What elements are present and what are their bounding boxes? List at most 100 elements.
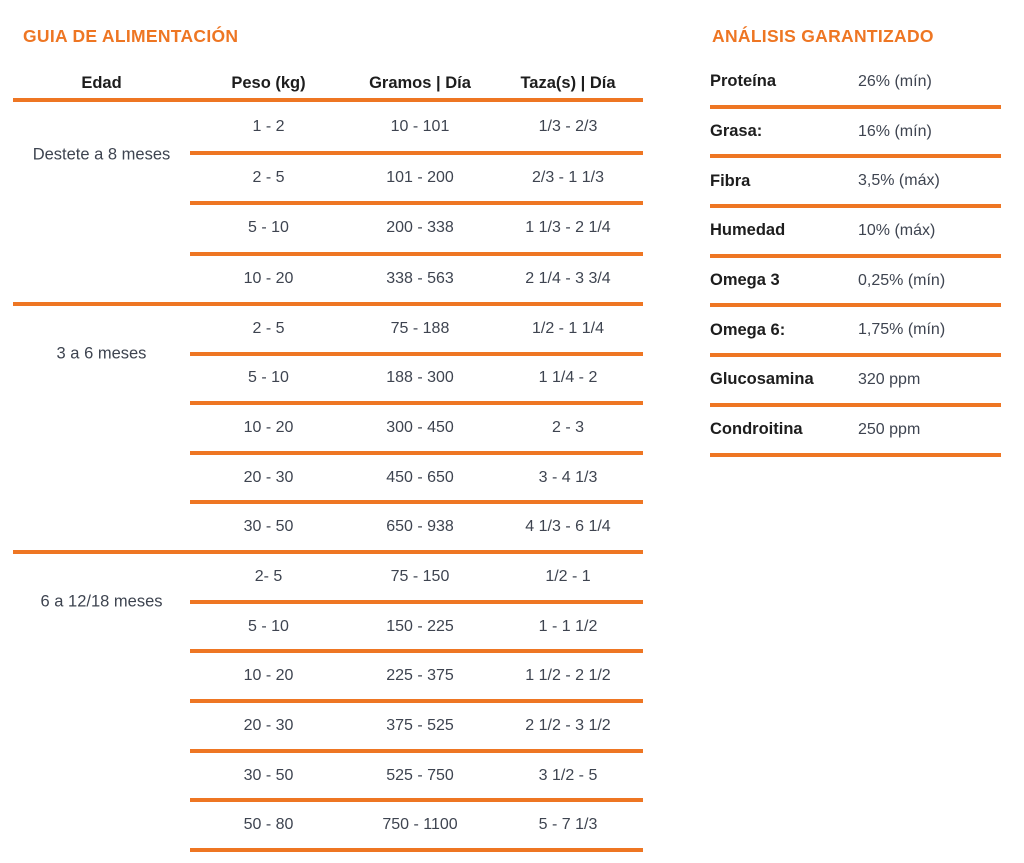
nutrient-label: Humedad: [710, 221, 786, 240]
peso-cell: 10 - 20: [243, 667, 294, 685]
feeding-row: 2 - 5 101 - 200 2/3 - 1 1/3: [13, 153, 643, 205]
peso-cell: 2- 5: [254, 567, 283, 585]
feeding-row: 10 - 20 300 - 450 2 - 3: [13, 403, 643, 455]
nutrient-label: Omega 3: [710, 271, 780, 290]
nutrient-label: Glucosamina: [710, 370, 814, 389]
peso-cell: 20 - 30: [243, 716, 294, 734]
gramos-cell: 375 - 525: [386, 716, 454, 734]
tazas-cell: 1 - 1 1/2: [538, 617, 598, 635]
feeding-row: 5 - 10 200 - 338 1 1/3 - 2 1/4: [13, 203, 643, 255]
feeding-row: 5 - 10 150 - 225 1 - 1 1/2: [13, 602, 643, 654]
feeding-row: 2- 5 75 - 150 1/2 - 1: [13, 552, 643, 604]
age-group-6-12-18-meses: 6 a 12/18 meses 2- 5 75 - 150 1/2 - 1 5 …: [13, 550, 643, 852]
peso-cell: 2 - 5: [252, 319, 285, 337]
tazas-cell: 2 - 3: [551, 418, 584, 436]
gramos-cell: 338 - 563: [386, 269, 454, 287]
gramos-cell: 450 - 650: [386, 468, 454, 486]
peso-cell: 20 - 30: [243, 468, 294, 486]
feeding-guide-header-row: Edad Peso (kg) Gramos | Día Taza(s) | Dí…: [13, 71, 643, 95]
nutrient-label: Condroitina: [710, 420, 803, 439]
feeding-row: 20 - 30 375 - 525 2 1/2 - 3 1/2: [13, 701, 643, 753]
gramos-cell: 188 - 300: [386, 369, 454, 387]
feeding-row: 10 - 20 338 - 563 2 1/4 - 3 3/4: [13, 254, 643, 305]
nutrient-value: 1,75% (mín): [858, 321, 946, 339]
gramos-cell: 525 - 750: [386, 766, 454, 784]
feeding-row: 1 - 2 10 - 101 1/3 - 2/3: [13, 102, 643, 154]
gramos-cell: 75 - 150: [390, 567, 450, 585]
analysis-row: Grasa: 16% (mín): [710, 107, 1001, 159]
nutrient-value: 3,5% (máx): [858, 172, 940, 190]
feeding-row: 2 - 5 75 - 188 1/2 - 1 1/4: [13, 304, 643, 356]
column-header-tazas: Taza(s) | Día: [520, 73, 616, 92]
gramos-cell: 75 - 188: [390, 319, 450, 337]
nutrient-label: Proteína: [710, 72, 777, 91]
analysis-row: Proteína 26% (mín): [710, 57, 1001, 109]
peso-cell: 5 - 10: [248, 219, 289, 237]
analysis-row: Omega 6: 1,75% (mín): [710, 305, 1001, 357]
column-header-peso: Peso (kg): [231, 73, 306, 92]
tazas-cell: 2/3 - 1 1/3: [531, 168, 605, 186]
feeding-row: 5 - 10 188 - 300 1 1/4 - 2: [13, 354, 643, 405]
analysis-row: Glucosamina 320 ppm: [710, 355, 1001, 407]
peso-cell: 1 - 2: [252, 118, 285, 136]
peso-cell: 50 - 80: [243, 816, 294, 834]
age-group-destete-8-meses: Destete a 8 meses 1 - 2 10 - 101 1/3 - 2…: [13, 102, 643, 304]
nutrient-value: 0,25% (mín): [858, 271, 946, 289]
gramos-cell: 150 - 225: [386, 617, 454, 635]
feeding-row: 30 - 50 525 - 750 3 1/2 - 5: [13, 751, 643, 803]
nutrient-label: Fibra: [710, 171, 751, 190]
nutrient-value: 250 ppm: [858, 420, 921, 438]
nutrient-value: 320 ppm: [858, 370, 921, 388]
tazas-cell: 4 1/3 - 6 1/4: [525, 518, 611, 536]
peso-cell: 2 - 5: [252, 168, 285, 186]
tazas-cell: 1/2 - 1 1/4: [531, 319, 605, 337]
analysis-row: Fibra 3,5% (máx): [710, 156, 1001, 208]
tazas-cell: 1/2 - 1: [545, 567, 591, 585]
nutrient-value: 10% (máx): [858, 221, 936, 239]
peso-cell: 5 - 10: [248, 369, 289, 387]
header-divider: [13, 98, 643, 102]
guaranteed-analysis-title: ANÁLISIS GARANTIZADO: [712, 26, 934, 46]
nutrient-label: Grasa:: [710, 122, 763, 141]
analysis-row: Omega 3 0,25% (mín): [710, 256, 1001, 308]
tazas-cell: 1 1/4 - 2: [538, 369, 598, 387]
nutrient-label: Omega 6:: [710, 320, 786, 339]
age-group-3-6-meses: 3 a 6 meses 2 - 5 75 - 188 1/2 - 1 1/4 5…: [13, 302, 643, 552]
tazas-cell: 1/3 - 2/3: [538, 118, 598, 136]
tazas-cell: 5 - 7 1/3: [538, 816, 598, 834]
feeding-guide-title: GUIA DE ALIMENTACIÓN: [23, 26, 239, 46]
age-group-label: 6 a 12/18 meses: [40, 592, 163, 611]
tazas-cell: 3 - 4 1/3: [538, 468, 598, 486]
column-header-edad: Edad: [81, 73, 122, 92]
gramos-cell: 101 - 200: [386, 168, 454, 186]
feeding-row: 30 - 50 650 - 938 4 1/3 - 6 1/4: [13, 502, 643, 552]
peso-cell: 10 - 20: [243, 418, 294, 436]
gramos-cell: 200 - 338: [386, 219, 454, 237]
column-header-gramos: Gramos | Día: [369, 73, 471, 92]
analysis-row: Condroitina 250 ppm: [710, 405, 1001, 457]
gramos-cell: 650 - 938: [386, 518, 454, 536]
gramos-cell: 10 - 101: [390, 118, 450, 136]
peso-cell: 5 - 10: [248, 617, 289, 635]
feeding-row: 20 - 30 450 - 650 3 - 4 1/3: [13, 453, 643, 504]
tazas-cell: 1 1/3 - 2 1/4: [525, 219, 611, 237]
guaranteed-analysis-rows: Proteína 26% (mín) Grasa: 16% (mín) Fibr…: [710, 57, 1001, 457]
peso-cell: 10 - 20: [243, 269, 294, 287]
feeding-row: 50 - 80 750 - 1100 5 - 7 1/3: [13, 800, 643, 850]
age-group-label: Destete a 8 meses: [32, 145, 171, 164]
gramos-cell: 300 - 450: [386, 418, 454, 436]
peso-cell: 30 - 50: [243, 518, 294, 536]
tazas-cell: 2 1/4 - 3 3/4: [525, 269, 611, 287]
nutrient-value: 16% (mín): [858, 122, 932, 140]
feeding-row: 10 - 20 225 - 375 1 1/2 - 2 1/2: [13, 651, 643, 703]
tazas-cell: 1 1/2 - 2 1/2: [525, 667, 611, 685]
nutrient-value: 26% (mín): [858, 72, 932, 90]
age-group-label: 3 a 6 meses: [56, 344, 147, 363]
feeding-guide-body: Destete a 8 meses 1 - 2 10 - 101 1/3 - 2…: [13, 102, 643, 852]
tazas-cell: 2 1/2 - 3 1/2: [525, 716, 611, 734]
analysis-row: Humedad 10% (máx): [710, 206, 1001, 258]
gramos-cell: 750 - 1100: [382, 816, 458, 834]
peso-cell: 30 - 50: [243, 766, 294, 784]
gramos-cell: 225 - 375: [386, 667, 454, 685]
